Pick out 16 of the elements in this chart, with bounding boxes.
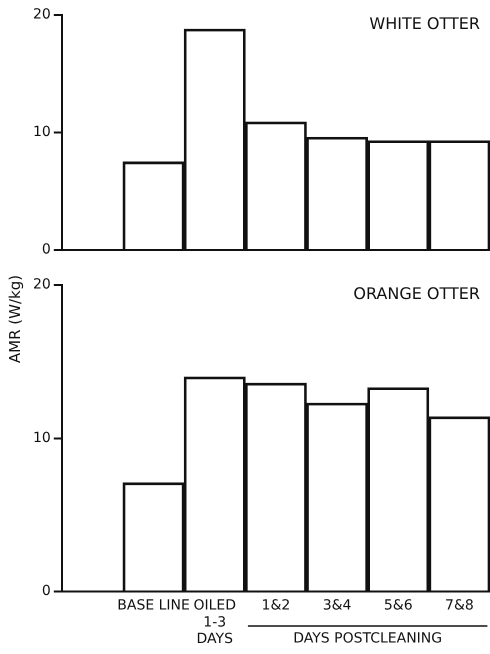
x-tick-label: 1&2 bbox=[262, 598, 290, 614]
y-axis-title: AMR (W/kg) bbox=[6, 274, 24, 366]
y-tick-label: 0 bbox=[42, 583, 51, 600]
x-axis-title: DAYS POSTCLEANING bbox=[293, 630, 442, 647]
y-tick-label: 10 bbox=[32, 430, 51, 446]
y-tick-label: 20 bbox=[32, 6, 51, 23]
x-tick-label: 5&6 bbox=[384, 598, 413, 614]
y-tick-label: 20 bbox=[32, 276, 51, 293]
x-tick-label: OILED 1-3 DAYS bbox=[193, 598, 236, 648]
chart-title: ORANGE OTTER bbox=[353, 284, 480, 304]
x-tick-label: BASE LINE bbox=[117, 598, 190, 614]
x-tick-label: 7&8 bbox=[445, 598, 474, 614]
y-tick-label: 10 bbox=[32, 124, 51, 140]
x-tick-label: 3&4 bbox=[322, 598, 352, 614]
chart-title: WHITE OTTER bbox=[369, 14, 480, 34]
y-tick-label: 0 bbox=[42, 242, 51, 258]
